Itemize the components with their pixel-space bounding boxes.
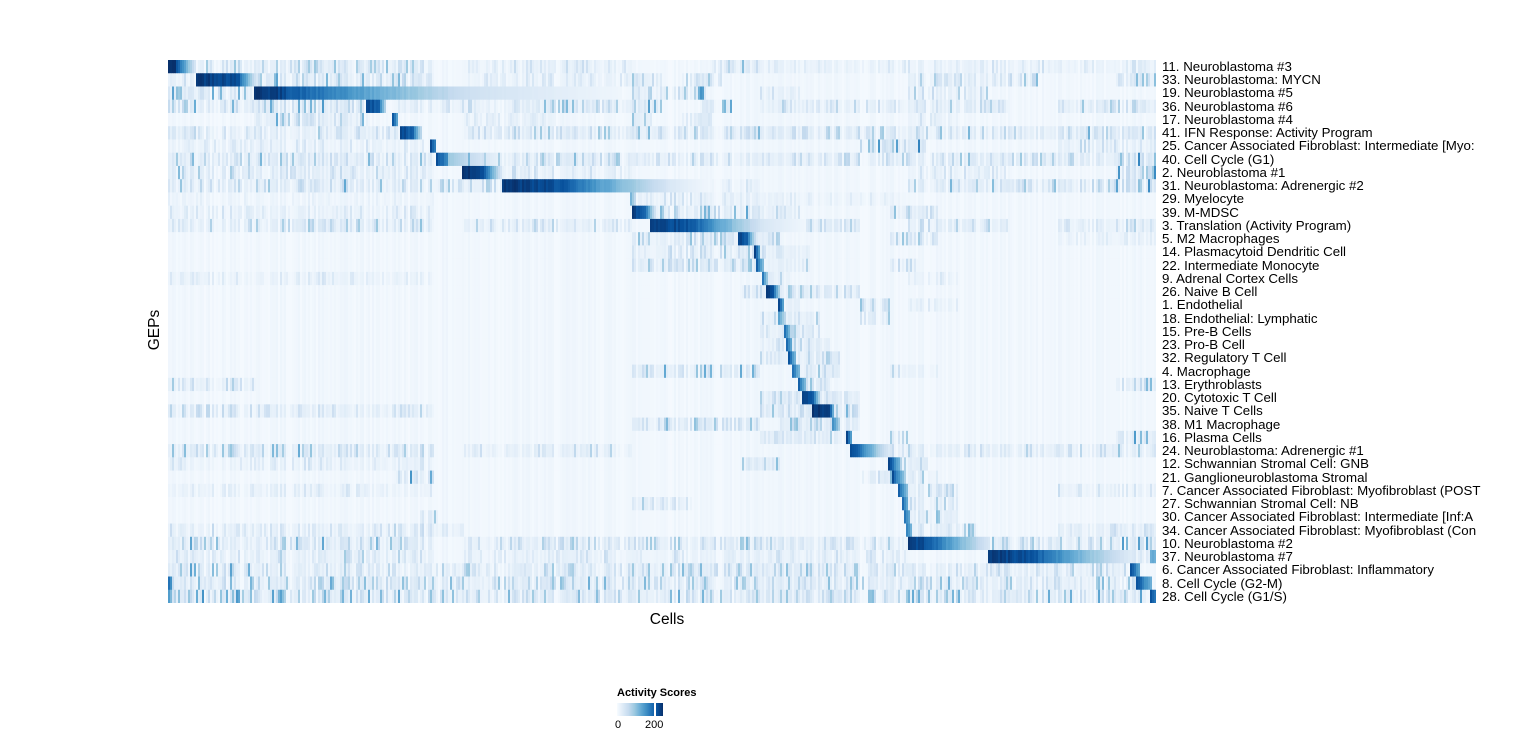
row-label: 18. Endothelial: Lymphatic <box>1162 310 1318 326</box>
row-label: 26. Naive B Cell <box>1162 284 1258 300</box>
legend-labels: 0 200 <box>615 719 697 731</box>
row-label: 17. Neuroblastoma #4 <box>1162 111 1293 127</box>
x-axis-title: Cells <box>649 611 685 628</box>
row-label: 28. Cell Cycle (G1/S) <box>1162 588 1287 604</box>
row-label: 8. Cell Cycle (G2-M) <box>1162 575 1283 591</box>
row-label: 10. Neuroblastoma #2 <box>1162 535 1293 551</box>
row-label: 25. Cancer Associated Fibroblast: Interm… <box>1162 138 1475 154</box>
row-label: 1. Endothelial <box>1162 297 1243 313</box>
y-axis-title: GEPs <box>146 309 163 351</box>
row-label: 33. Neuroblastoma: MYCN <box>1162 72 1321 88</box>
row-label: 27. Schwannian Stromal Cell: NB <box>1162 496 1359 512</box>
row-label: 4. Macrophage <box>1162 363 1251 379</box>
row-label: 12. Schwannian Stromal Cell: GNB <box>1162 456 1369 472</box>
row-label: 16. Plasma Cells <box>1162 429 1262 445</box>
row-label: 36. Neuroblastoma #6 <box>1162 98 1293 114</box>
row-label: 13. Erythroblasts <box>1162 376 1262 392</box>
legend-title: Activity Scores <box>617 687 697 699</box>
row-label: 20. Cytotoxic T Cell <box>1162 390 1277 406</box>
row-label: 11. Neuroblastoma #3 <box>1162 59 1292 74</box>
row-label: 41. IFN Response: Activity Program <box>1162 125 1373 141</box>
row-label: 40. Cell Cycle (G1) <box>1162 151 1275 167</box>
row-label: 2. Neuroblastoma #1 <box>1162 164 1286 180</box>
row-label: 3. Translation (Activity Program) <box>1162 217 1352 233</box>
row-label: 30. Cancer Associated Fibroblast: Interm… <box>1162 509 1474 525</box>
row-label: 34. Cancer Associated Fibroblast: Myofib… <box>1162 522 1477 538</box>
row-label: 5. M2 Macrophages <box>1162 231 1280 247</box>
heatmap-canvas <box>168 60 1156 603</box>
row-label: 39. M-MDSC <box>1162 204 1239 220</box>
row-label: 7. Cancer Associated Fibroblast: Myofibr… <box>1162 482 1481 498</box>
row-label: 24. Neuroblastoma: Adrenergic #1 <box>1162 443 1364 459</box>
row-label: 31. Neuroblastoma: Adrenergic #2 <box>1162 178 1364 194</box>
legend-max-label: 200 <box>645 719 664 731</box>
row-label: 19. Neuroblastoma #5 <box>1162 85 1293 101</box>
row-label-column: 11. Neuroblastoma #3 33. Neuroblastoma: M… <box>1162 60 1540 604</box>
legend-gradient-bar <box>617 703 663 716</box>
row-label: 14. Plasmacytoid Dendritic Cell <box>1162 244 1347 260</box>
row-label: 22. Intermediate Monocyte <box>1162 257 1320 273</box>
row-label: 9. Adrenal Cortex Cells <box>1162 270 1298 286</box>
row-label: 29. Myelocyte <box>1162 191 1245 207</box>
row-label: 21. Ganglioneuroblastoma Stromal <box>1162 469 1368 485</box>
row-label: 23. Pro-B Cell <box>1162 337 1245 353</box>
row-label: 32. Regulatory T Cell <box>1162 350 1287 366</box>
legend-min-label: 0 <box>615 719 622 731</box>
row-label: 6. Cancer Associated Fibroblast: Inflamm… <box>1162 562 1434 578</box>
row-label: 38. M1 Macrophage <box>1162 416 1281 432</box>
legend: Activity Scores 0 200 <box>615 687 737 731</box>
row-label: 35. Naive T Cells <box>1162 403 1263 419</box>
legend-tick-200 <box>654 703 656 716</box>
row-label: 15. Pre-B Cells <box>1162 323 1252 339</box>
row-label: 37. Neuroblastoma #7 <box>1162 549 1293 565</box>
